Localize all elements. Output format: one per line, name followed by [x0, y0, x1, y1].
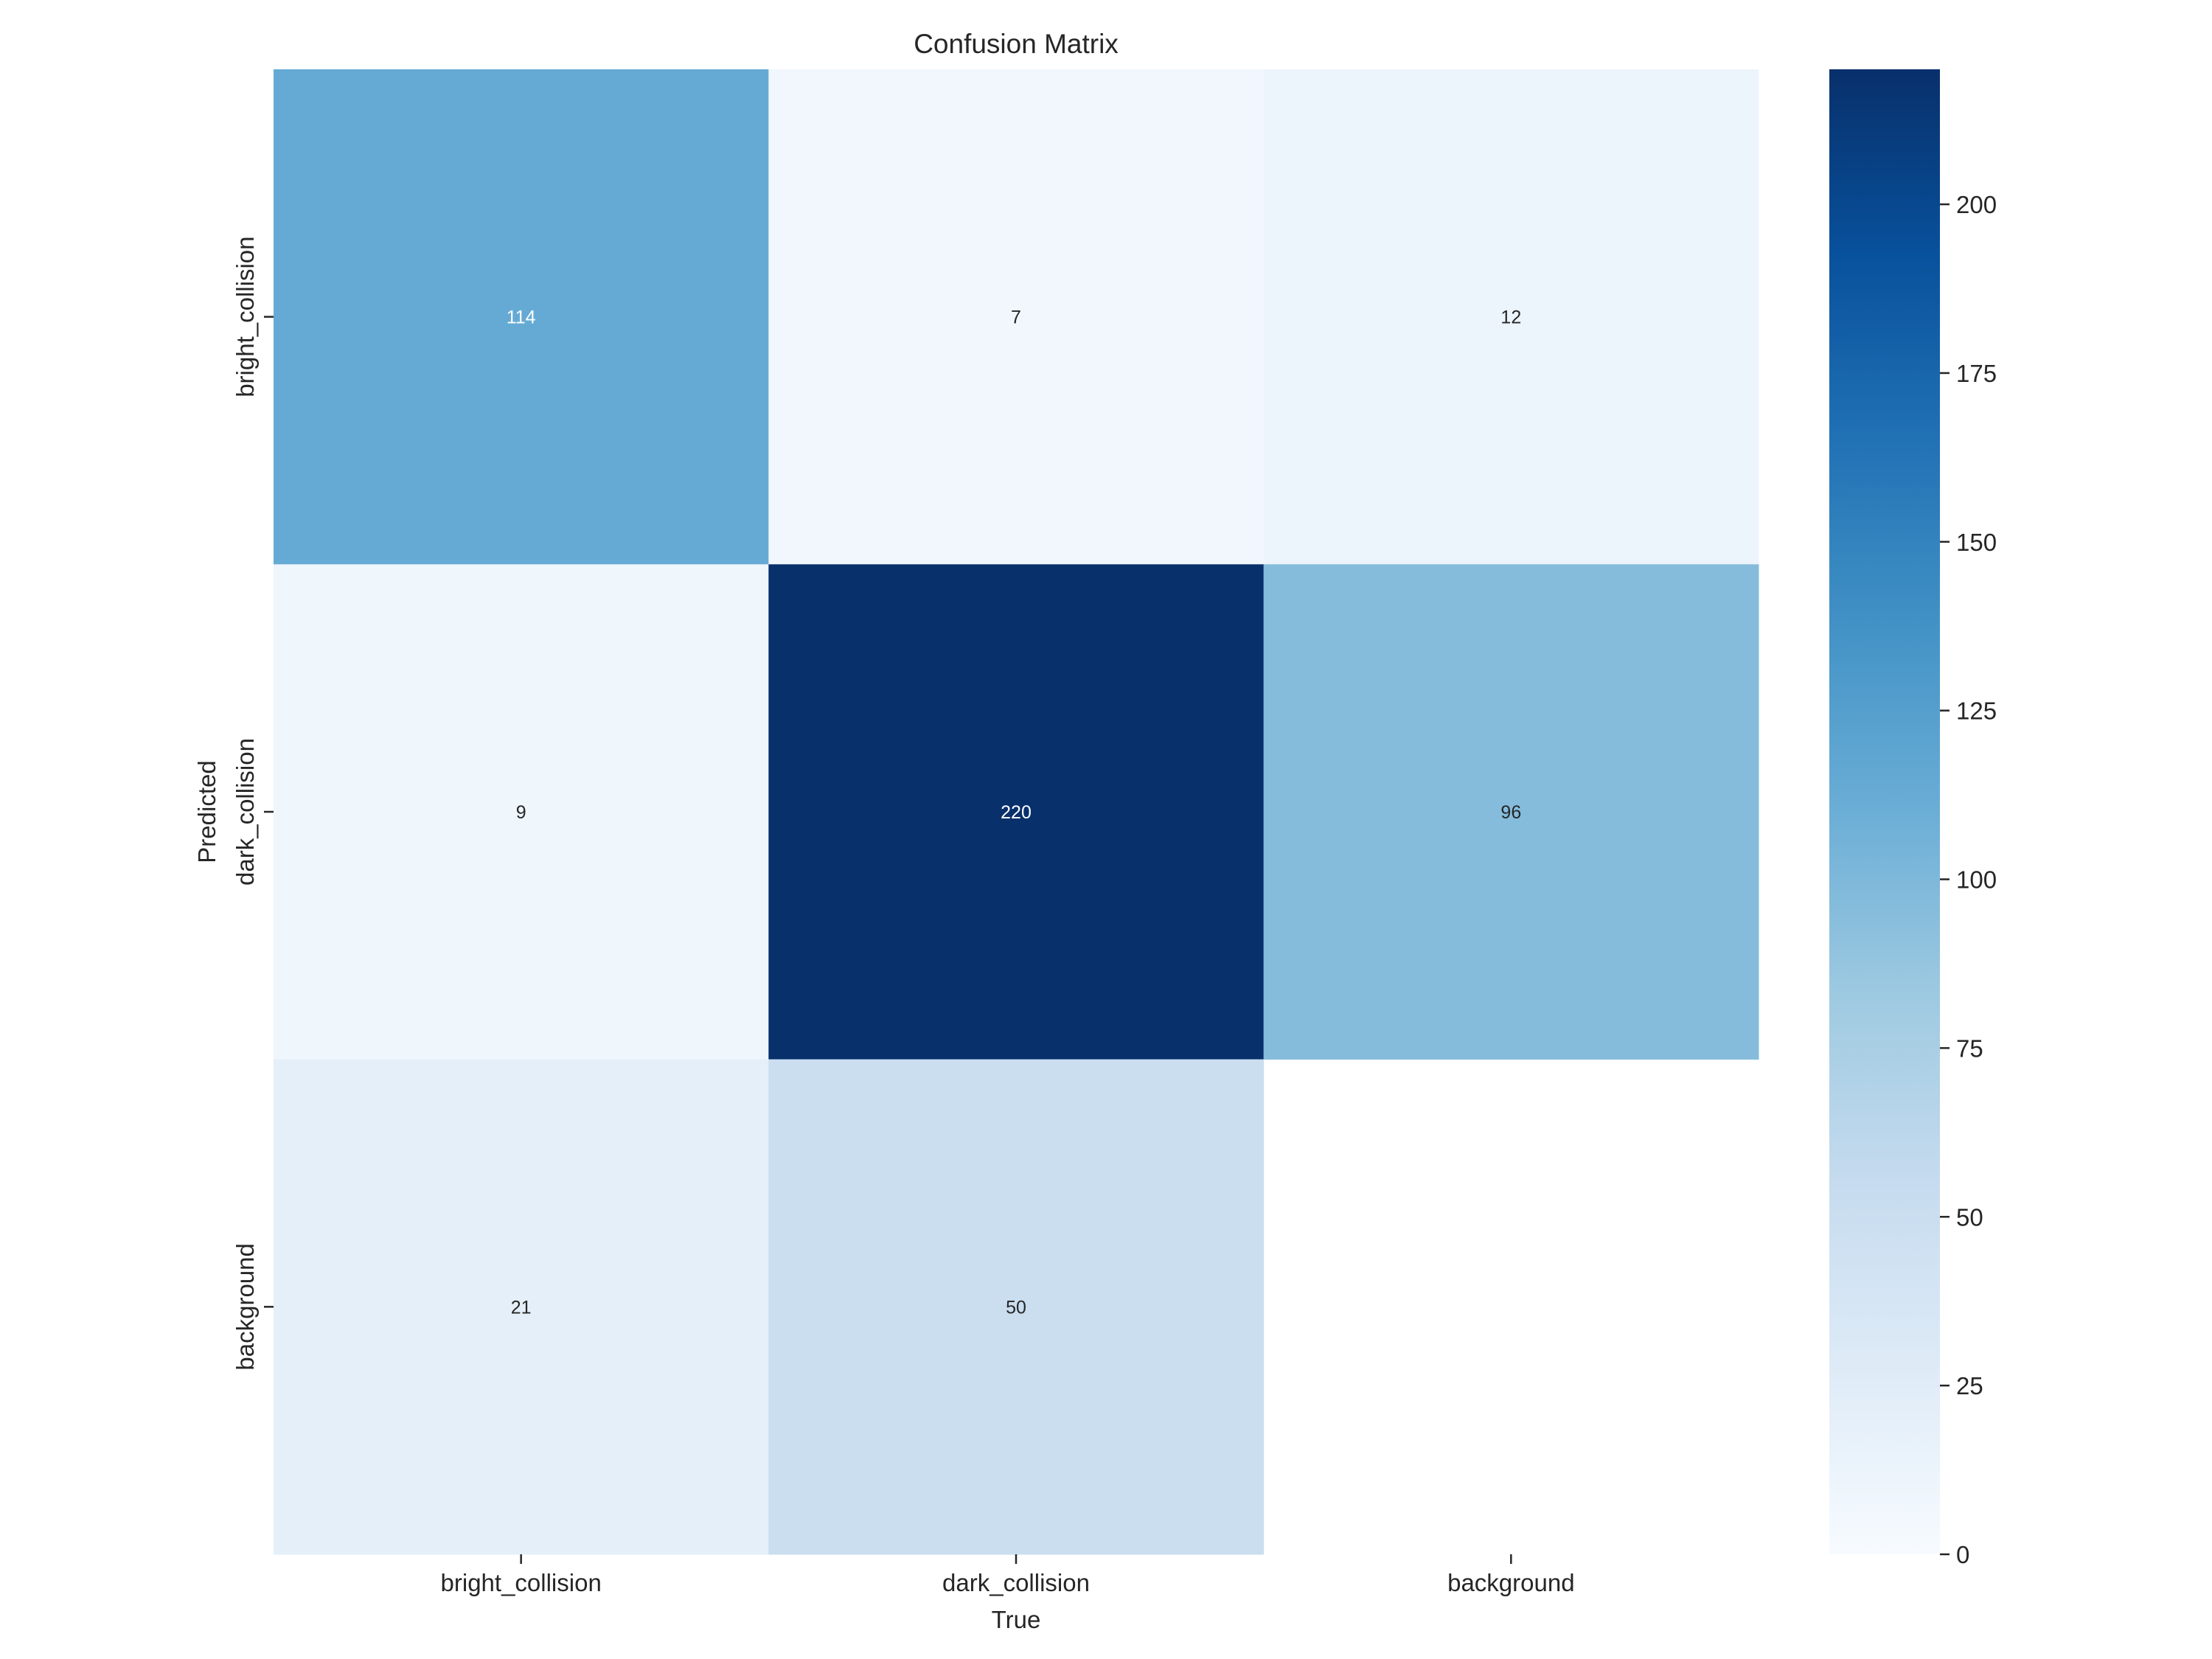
colorbar-tick-label: 75 [1956, 1034, 1983, 1062]
colorbar-tick-label: 150 [1956, 529, 1997, 556]
heatmap-cell [1263, 69, 1759, 565]
cell-annotation: 96 [1500, 802, 1521, 823]
x-axis-ticks: bright_collision dark_collision background [441, 1554, 1575, 1596]
y-tick-label: background [232, 1243, 259, 1370]
x-axis-label: True [992, 1606, 1041, 1633]
cell-annotation: 114 [507, 307, 536, 328]
y-tick-label: dark_collision [232, 738, 259, 886]
colorbar-tick-label: 25 [1956, 1372, 1983, 1399]
cell-annotation: 21 [511, 1297, 532, 1318]
chart-title: Confusion Matrix [914, 29, 1119, 59]
cell-annotation: 12 [1500, 307, 1521, 328]
x-tick-label: bright_collision [441, 1569, 602, 1596]
heatmap-cell [768, 564, 1265, 1060]
cell-annotation: 50 [1006, 1297, 1026, 1318]
heatmap-cell [768, 1059, 1265, 1555]
heatmap-cell [768, 69, 1265, 565]
colorbar-tick-label: 0 [1956, 1541, 1969, 1568]
heatmap-cell [274, 1059, 769, 1555]
colorbar-gradient [1829, 69, 1940, 1554]
cell-annotation: 220 [1001, 802, 1032, 823]
heatmap-cell [274, 564, 769, 1060]
y-axis-label: Predicted [193, 760, 220, 863]
cell-annotation: 7 [1011, 307, 1021, 328]
colorbar-tick-label: 50 [1956, 1203, 1983, 1231]
cell-annotation: 9 [516, 802, 526, 823]
x-tick-label: background [1447, 1569, 1574, 1596]
colorbar-tick-label: 175 [1956, 360, 1997, 387]
colorbar-tick-label: 100 [1956, 866, 1997, 894]
x-tick-label: dark_collision [942, 1569, 1090, 1596]
colorbar-tick-label: 200 [1956, 191, 1997, 218]
heatmap-cell [1263, 564, 1759, 1060]
y-axis-ticks: bright_collision dark_collision background [232, 237, 274, 1371]
colorbar-tick-label: 125 [1956, 698, 1997, 725]
heatmap-cell [274, 69, 769, 565]
y-tick-label: bright_collision [232, 237, 259, 397]
colorbar: 0 25 50 75 100 125 150 175 200 [1829, 69, 1997, 1568]
heatmap-cells: 114 7 12 9 220 96 21 50 [274, 69, 1759, 1555]
